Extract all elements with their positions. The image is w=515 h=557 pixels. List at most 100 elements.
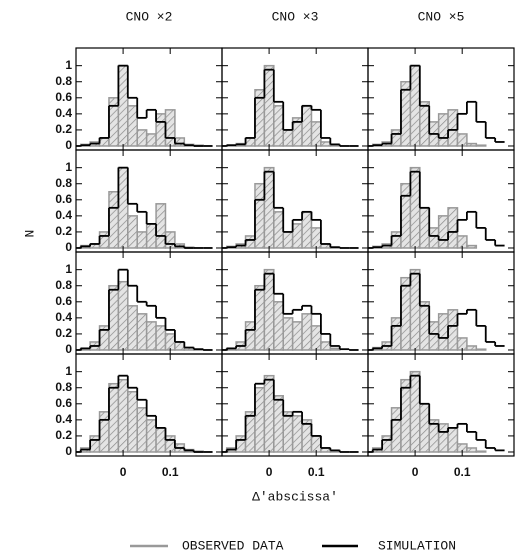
- observed-bar: [409, 166, 421, 249]
- observed-bar: [437, 423, 449, 453]
- observed-bar: [117, 64, 129, 147]
- observed-bar: [310, 435, 322, 453]
- observed-bar: [98, 411, 110, 453]
- panel: [76, 64, 213, 147]
- observed-bar: [263, 374, 275, 453]
- panel: [222, 64, 359, 147]
- observed-bar: [475, 144, 487, 147]
- observed-bar: [263, 166, 275, 249]
- observed-bar: [127, 390, 138, 453]
- observed-bar: [466, 345, 478, 351]
- observed-bar: [155, 427, 167, 453]
- panel: [222, 374, 359, 453]
- y-tick-label: 0.4: [55, 310, 72, 324]
- y-tick-label: 0: [65, 444, 72, 458]
- observed-bar: [409, 268, 421, 351]
- observed-bar: [145, 419, 157, 453]
- y-tick-label: 0.2: [55, 224, 72, 238]
- observed-bar: [390, 407, 402, 453]
- panel: [76, 166, 213, 249]
- observed-bar: [437, 215, 449, 249]
- observed-bar: [390, 231, 402, 249]
- observed-bar: [381, 435, 393, 453]
- observed-bar: [437, 313, 449, 351]
- observed-bar: [89, 435, 101, 453]
- observed-bar: [329, 144, 341, 147]
- observed-bar: [329, 347, 341, 351]
- observed-bar: [291, 223, 303, 249]
- observed-bar: [301, 105, 313, 147]
- observed-bar: [428, 227, 440, 249]
- y-tick-label: 0.6: [55, 90, 72, 104]
- x-axis-label: Δ'abscissa': [252, 489, 338, 504]
- observed-bar: [447, 309, 459, 351]
- observed-bar: [127, 305, 138, 351]
- observed-bar: [254, 386, 266, 453]
- column-title: CNO ×3: [272, 9, 319, 24]
- observed-bar: [400, 378, 412, 453]
- observed-bar: [254, 284, 266, 351]
- y-tick-label: 1: [65, 58, 72, 72]
- observed-bar: [273, 211, 284, 249]
- observed-bar: [155, 203, 167, 249]
- observed-bar: [263, 64, 275, 147]
- observed-bar: [117, 166, 129, 249]
- observed-bar: [400, 182, 412, 249]
- observed-bar: [164, 231, 176, 249]
- observed-bar: [244, 411, 256, 453]
- observed-bar: [291, 415, 303, 453]
- observed-bar: [475, 450, 487, 453]
- x-tick-label: 0: [120, 465, 127, 479]
- y-tick-label: 0.2: [55, 326, 72, 340]
- observed-bar: [390, 317, 402, 351]
- observed-bar: [400, 80, 412, 147]
- observed-bar: [282, 317, 294, 351]
- y-tick-label: 0.4: [55, 208, 72, 222]
- observed-bar: [174, 341, 186, 351]
- observed-bar: [409, 64, 421, 147]
- observed-bar: [466, 142, 478, 147]
- x-tick-label: 0: [412, 465, 419, 479]
- observed-bar: [310, 121, 322, 147]
- observed-bar: [437, 113, 449, 147]
- observed-bar: [273, 105, 284, 147]
- observed-bar: [466, 447, 478, 453]
- observed-bar: [136, 129, 148, 147]
- y-tick-label: 0: [65, 240, 72, 254]
- observed-bar: [310, 227, 322, 249]
- y-tick-label: 0: [65, 138, 72, 152]
- observed-bar: [98, 231, 110, 249]
- x-tick-label: 0.1: [308, 465, 325, 479]
- observed-bar: [282, 231, 294, 249]
- observed-bar: [282, 129, 294, 147]
- y-tick-label: 0.8: [55, 278, 72, 292]
- y-tick-label: 1: [65, 160, 72, 174]
- y-tick-label: 1: [65, 262, 72, 276]
- observed-bar: [145, 321, 157, 351]
- y-tick-label: 0.6: [55, 294, 72, 308]
- y-tick-label: 0.4: [55, 106, 72, 120]
- observed-bar: [390, 129, 402, 147]
- observed-bar: [409, 370, 421, 453]
- column-title: CNO ×5: [418, 9, 465, 24]
- observed-bar: [244, 137, 256, 147]
- observed-bar: [291, 321, 303, 351]
- observed-bar: [155, 325, 167, 351]
- column-title: CNO ×2: [126, 9, 173, 24]
- y-tick-label: 0.6: [55, 192, 72, 206]
- observed-bar: [428, 321, 440, 351]
- observed-bar: [145, 223, 157, 249]
- observed-bar: [164, 109, 176, 147]
- observed-bar: [419, 403, 430, 453]
- observed-bar: [254, 182, 266, 249]
- y-tick-label: 0.8: [55, 176, 72, 190]
- observed-bar: [117, 280, 129, 351]
- y-tick-label: 0.2: [55, 428, 72, 442]
- y-tick-label: 1: [65, 364, 72, 378]
- observed-bar: [108, 284, 120, 351]
- y-axis-label: N: [22, 230, 37, 238]
- panel-frame: [367, 353, 515, 457]
- observed-bar: [273, 395, 284, 453]
- observed-bar: [136, 231, 148, 249]
- legend-label: SIMULATION: [378, 538, 456, 553]
